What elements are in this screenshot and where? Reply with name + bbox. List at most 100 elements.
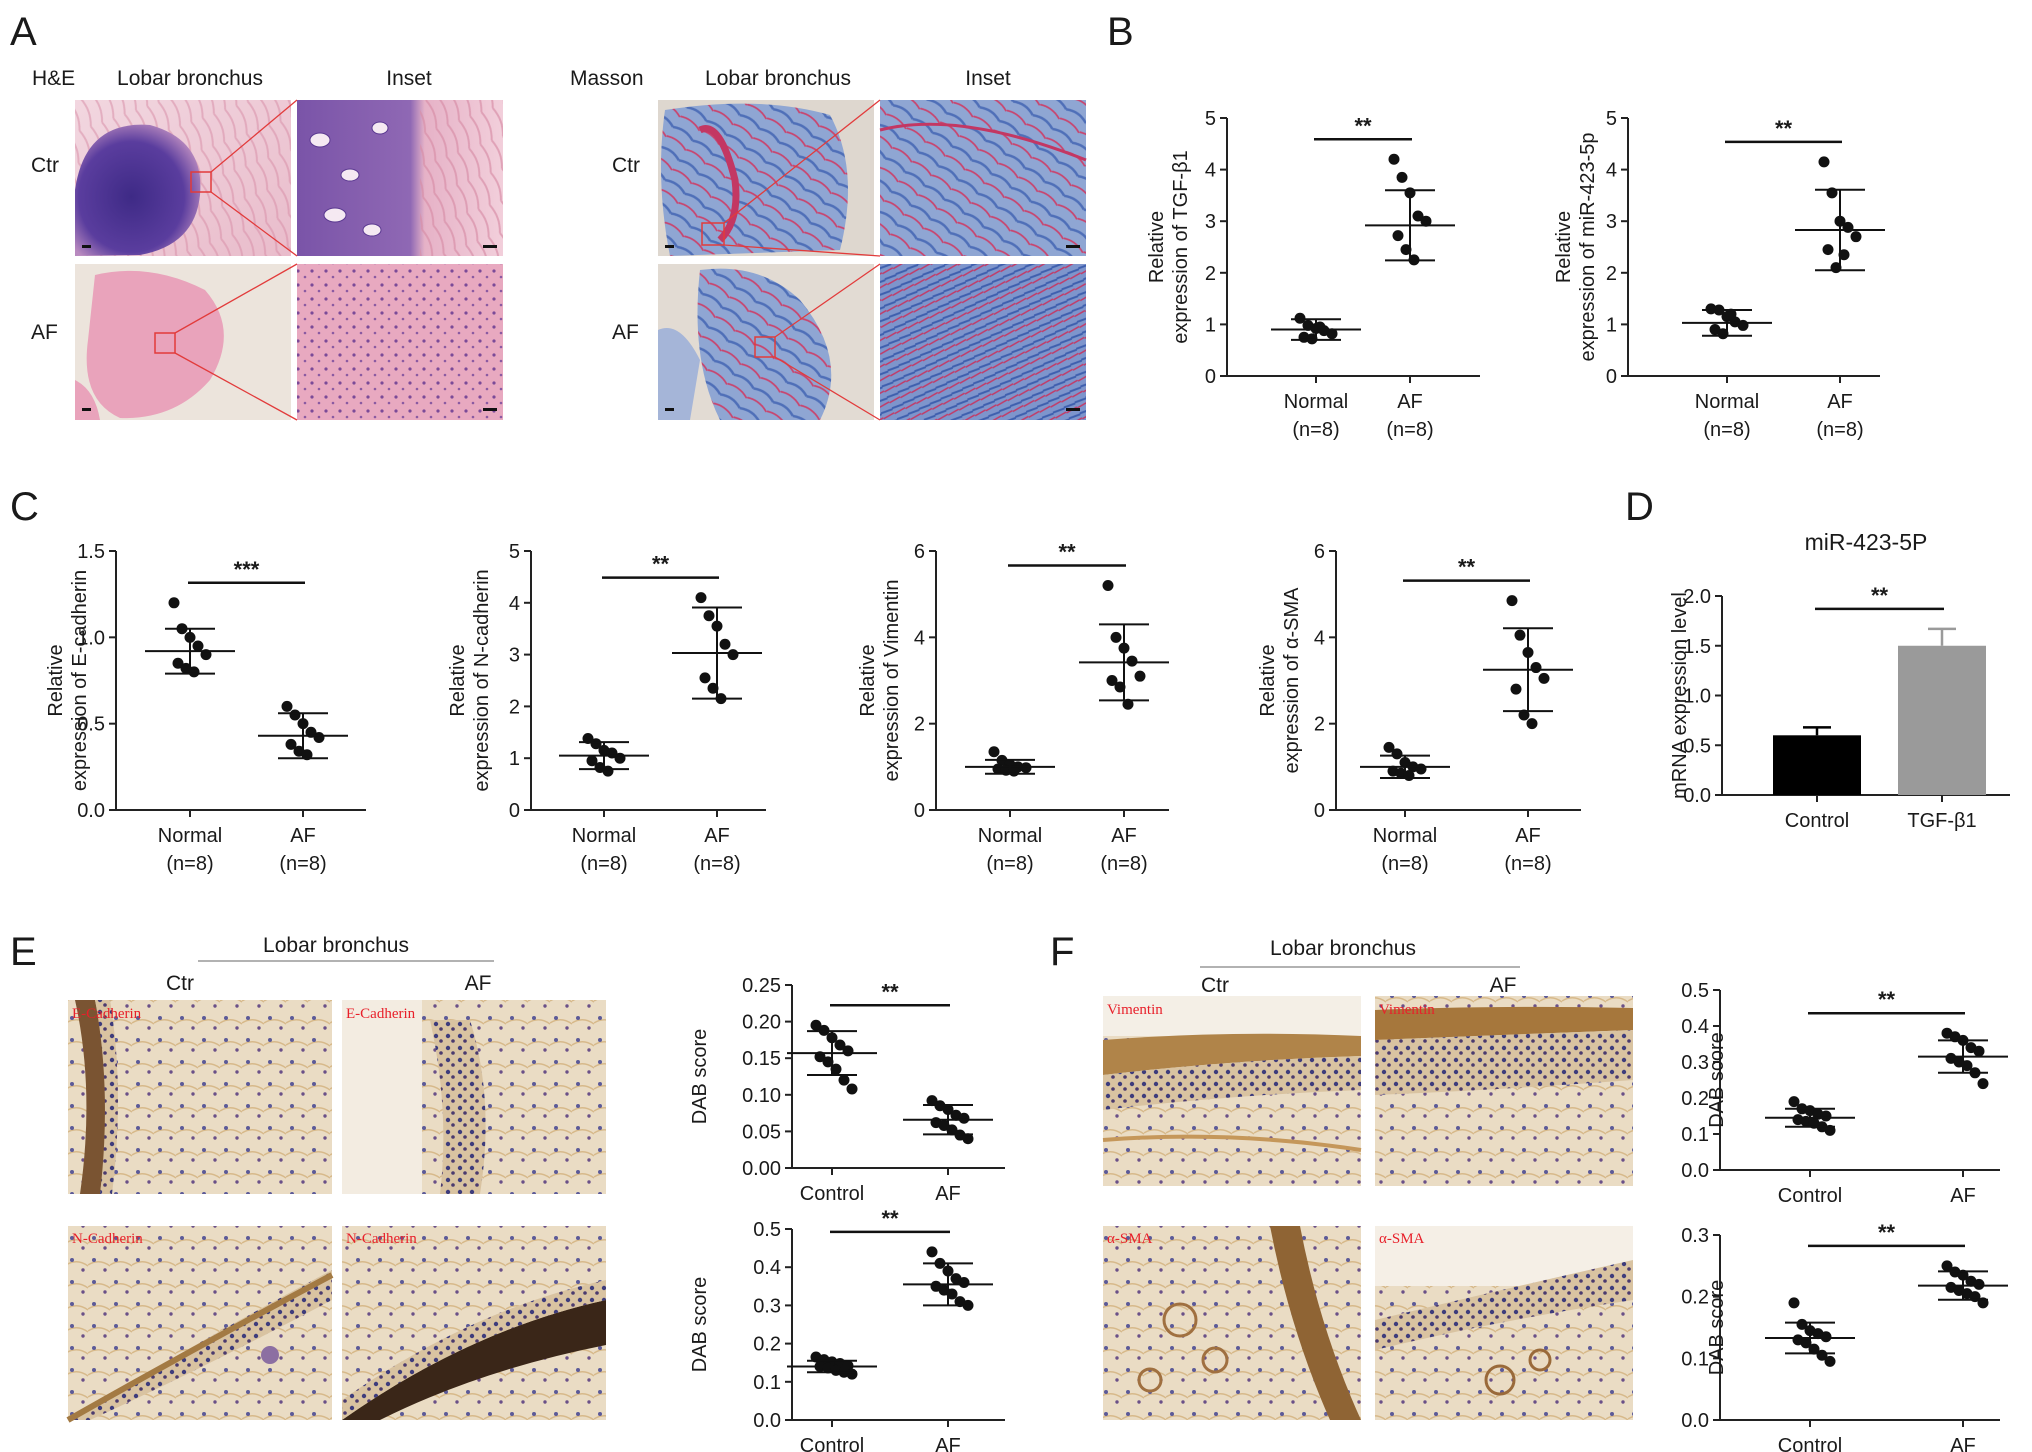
- chart-c-asma: 0 2 4 6 Relative expression of α-SMA Normal (n=…: [1257, 541, 1581, 875]
- y-axis-label: expression of miR-423-5p: [1577, 133, 1599, 362]
- data-point: [703, 610, 715, 622]
- x-tick-sublabel: (n=8): [986, 853, 1033, 875]
- chart-e-ncadherin-dab: 0.0 0.1 0.2 0.3 0.4 0.5 DAB score Control AF **: [689, 1206, 1005, 1452]
- significance-label: **: [1878, 1220, 1896, 1245]
- data-point: [313, 731, 325, 743]
- f-ctr-asma: α-SMA: [1103, 1226, 1361, 1420]
- data-point: [1114, 681, 1126, 693]
- data-point: [614, 752, 626, 764]
- y-tick-label: 0.1: [753, 1372, 781, 1394]
- data-point: [1961, 1060, 1973, 1072]
- y-tick-label: 0: [1314, 800, 1325, 822]
- x-tick-label: Control: [1778, 1435, 1842, 1452]
- y-tick-label: 0.3: [1681, 1225, 1709, 1247]
- y-tick-label: 0: [1606, 366, 1617, 388]
- y-tick-label: 0.15: [742, 1048, 781, 1070]
- y-tick-label: 0: [914, 800, 925, 822]
- he-ctr-roi-box: [190, 171, 212, 193]
- y-tick-label: 0.0: [1681, 1410, 1709, 1432]
- data-point: [1725, 308, 1737, 320]
- f-stain-label: Vimentin: [1107, 1002, 1163, 1018]
- y-tick-label: 0.0: [753, 1410, 781, 1432]
- data-point: [1510, 683, 1522, 695]
- x-tick-sublabel: (n=8): [1386, 419, 1433, 441]
- y-tick-label: 0.5: [1681, 980, 1709, 1002]
- e-header: Lobar bronchus: [263, 934, 409, 957]
- data-point: [946, 1124, 958, 1136]
- data-point: [719, 638, 731, 650]
- y-axis-label: DAB score: [689, 1029, 711, 1125]
- y-tick-label: 3: [1205, 211, 1216, 233]
- y-axis-label: Relative: [1257, 644, 1279, 716]
- data-point: [1824, 1355, 1836, 1367]
- e-af-ncadherin: N-Cadherin: [342, 1226, 606, 1420]
- y-tick-label: 6: [914, 541, 925, 563]
- data-point: [1326, 328, 1338, 340]
- y-axis-label: expression of α-SMA: [1281, 587, 1303, 774]
- e-col-af: AF: [465, 972, 492, 995]
- masson-row-ctr: Ctr: [612, 154, 640, 177]
- chart-c-ncadherin: 0 1 2 3 4 5 Relative expression of N-cadherin No…: [447, 541, 766, 875]
- f-stain-label: α-SMA: [1107, 1231, 1153, 1247]
- data-point: [1518, 709, 1530, 721]
- y-axis-label: mRNA expression level: [1669, 592, 1691, 799]
- masson-af-roi-box: [754, 336, 776, 358]
- data-point: [810, 1019, 822, 1031]
- f-stain-label: Vimentin: [1379, 1002, 1435, 1018]
- y-axis-label: DAB score: [1706, 1032, 1728, 1128]
- y-tick-label: 1: [1606, 314, 1617, 336]
- x-tick-sublabel: (n=8): [1703, 419, 1750, 441]
- masson-ctr-overview: [658, 100, 874, 256]
- data-point: [1842, 221, 1854, 233]
- e-af-ecadherin: E-Cadherin: [342, 1000, 606, 1194]
- data-point: [838, 1074, 850, 1086]
- data-point: [727, 649, 739, 661]
- he-lobar-title: Lobar bronchus: [117, 67, 263, 90]
- data-point: [946, 1288, 958, 1300]
- masson-row-af: AF: [612, 321, 639, 344]
- x-tick-label: AF: [935, 1183, 961, 1205]
- y-tick-label: 4: [1314, 627, 1325, 649]
- data-point: [1530, 662, 1542, 674]
- data-point: [822, 1056, 834, 1068]
- data-point: [830, 1063, 842, 1075]
- x-tick-label: Control: [1778, 1185, 1842, 1207]
- panel-letter-f: F: [1050, 930, 1074, 974]
- e-stain-label: E-Cadherin: [346, 1006, 416, 1022]
- data-point: [842, 1045, 854, 1057]
- data-point: [192, 640, 204, 652]
- data-point: [1126, 655, 1138, 667]
- y-axis-label: Relative: [857, 644, 879, 716]
- data-point: [1822, 244, 1834, 256]
- data-point: [1388, 153, 1400, 165]
- y-tick-label: 5: [1606, 108, 1617, 130]
- data-point: [1506, 595, 1518, 607]
- he-af-inset: [297, 264, 503, 420]
- y-tick-label: 0.0: [1681, 1160, 1709, 1182]
- y-tick-label: 2.0: [1683, 586, 1711, 608]
- masson-af-overview: [658, 264, 874, 420]
- e-stain-label: E-Cadherin: [72, 1006, 142, 1022]
- panel-letter-b: B: [1107, 10, 1134, 54]
- chart-f-vimentin-dab: 0.0 0.1 0.2 0.3 0.4 0.5 DAB score Control AF **: [1681, 980, 2008, 1207]
- x-tick-sublabel: (n=8): [1100, 853, 1147, 875]
- masson-inset-title: Inset: [965, 67, 1011, 90]
- y-tick-label: 0.3: [753, 1295, 781, 1317]
- bar: [1773, 735, 1861, 795]
- e-stain-label: N-Cadherin: [346, 1231, 417, 1247]
- panel-letter-d: D: [1625, 485, 1654, 529]
- data-point: [1788, 1297, 1800, 1309]
- y-tick-label: 2: [1205, 263, 1216, 285]
- data-point: [1294, 312, 1306, 324]
- chart-title: miR-423-5P: [1805, 529, 1928, 555]
- chart-c-vimentin: 0 2 4 6 Relative expression of Vimentin Normal…: [857, 540, 1169, 875]
- data-point: [958, 1276, 970, 1288]
- data-point: [1102, 580, 1114, 592]
- data-point: [962, 1133, 974, 1145]
- data-point: [1392, 230, 1404, 242]
- chart-f-asma-dab: 0.0 0.1 0.2 0.3 DAB score Control AF **: [1681, 1220, 2008, 1452]
- significance-label: **: [1775, 116, 1793, 141]
- y-tick-label: 0.1: [1681, 1348, 1709, 1370]
- e-stain-label: N-Cadherin: [72, 1231, 143, 1247]
